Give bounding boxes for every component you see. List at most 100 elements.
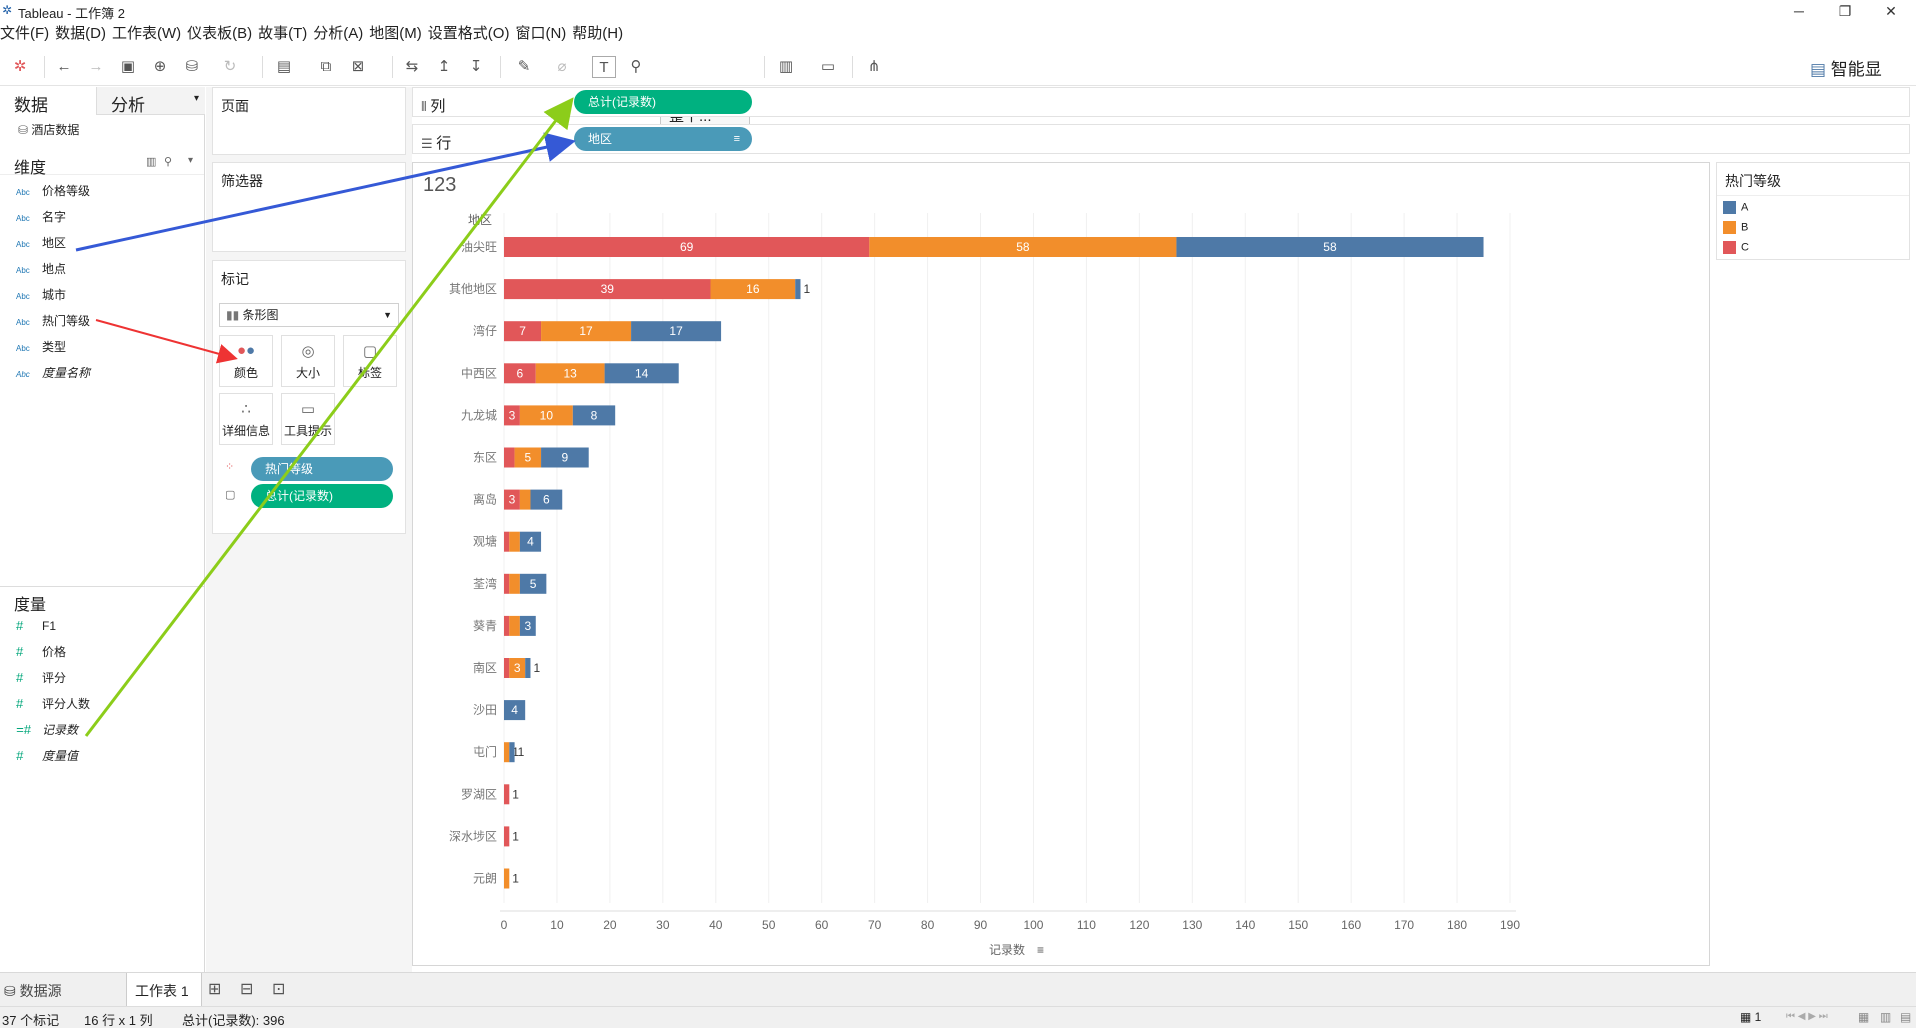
tableau-home-icon[interactable]: ✲ — [13, 58, 27, 75]
datasource-tab[interactable]: ⛁ 数据源 — [4, 983, 62, 999]
swap-icon[interactable]: ⇆ — [405, 58, 419, 75]
grid-view-icon[interactable]: ▦ — [1858, 1010, 1870, 1024]
new-datasource-icon[interactable]: ⊕ — [153, 58, 167, 75]
dimension-item[interactable]: Abc 地点 — [16, 262, 67, 276]
new-story-icon[interactable]: ⊡ — [272, 981, 286, 998]
rows-icon: ☰ — [421, 136, 437, 151]
tab-analysis[interactable]: 分析 ▾ — [96, 87, 205, 115]
menu-file[interactable]: 文件(F) — [0, 25, 50, 42]
sort-ascending-icon[interactable]: ↥ — [437, 58, 451, 75]
dimension-item[interactable]: Abc 度量名称 — [16, 366, 91, 380]
new-worksheet-icon[interactable]: ⊞ — [208, 981, 222, 998]
dimension-item[interactable]: Abc 价格等级 — [16, 184, 91, 198]
measure-item[interactable]: # F1 — [16, 618, 57, 633]
measures-list: # F1 # 价格 # 评分 # 评分人数 =# 记录数 # 度量值 — [0, 613, 204, 769]
presentation-mode-icon[interactable]: ▭ — [820, 58, 836, 75]
share-icon[interactable]: ⋔ — [867, 58, 881, 75]
menu-analysis[interactable]: 分析(A) — [313, 25, 364, 42]
refresh-icon[interactable]: ↻ — [223, 58, 237, 75]
legend-item-a[interactable]: A — [1723, 201, 1748, 214]
bar-value-label: 58 — [1323, 240, 1337, 254]
dimension-item[interactable]: Abc 类型 — [16, 340, 67, 354]
bar-segment — [631, 321, 722, 342]
category-label: 湾仔 — [473, 323, 497, 338]
view-list-icon[interactable]: ▥ — [146, 156, 157, 168]
pin-axis-icon[interactable]: ⚲ — [630, 58, 642, 75]
show-cards-icon[interactable]: ▥ — [778, 58, 794, 75]
sheet-nav-icons[interactable]: ⏮ ◀ ▶ ⏭ — [1786, 1011, 1828, 1022]
label-button[interactable]: ▢ 标签 — [343, 335, 397, 387]
measure-item[interactable]: # 价格 — [16, 644, 67, 659]
rows-label: ☰ 行 — [421, 135, 452, 152]
sort-descending-icon[interactable]: ↧ — [469, 58, 483, 75]
x-tick-label: 150 — [1288, 918, 1308, 932]
mark-pill-hot-level[interactable]: 热门等级 — [251, 457, 393, 481]
menu-help[interactable]: 帮助(H) — [572, 25, 624, 42]
size-button[interactable]: ◎ 大小 — [281, 335, 335, 387]
x-tick-label: 30 — [656, 918, 670, 932]
mark-pill-record-count[interactable]: 总计(记录数) — [251, 484, 393, 508]
dimension-item[interactable]: Abc 城市 — [16, 288, 67, 302]
clear-sheet-icon[interactable]: ⊠ — [351, 58, 365, 75]
show-me-button[interactable]: ▤ 智能显 — [1810, 60, 1882, 79]
menu-story[interactable]: 故事(T) — [258, 25, 308, 42]
measure-item[interactable]: =# 记录数 — [16, 722, 79, 737]
detail-button[interactable]: ∴ 详细信息 — [219, 393, 273, 445]
undo-icon[interactable]: ← — [56, 58, 72, 75]
color-button[interactable]: ●● 颜色 — [219, 335, 273, 387]
pages-card[interactable]: 页面 — [212, 87, 406, 155]
columns-icon: ⦀ — [421, 99, 431, 114]
bar-value-label: 1 — [512, 745, 519, 759]
menu-worksheet[interactable]: 工作表(W) — [111, 25, 182, 42]
tab-data[interactable]: 数据 — [0, 87, 96, 115]
minimize-button[interactable]: ─ — [1794, 3, 1804, 19]
size-icon: ◎ — [301, 343, 315, 360]
menu-window[interactable]: 窗口(N) — [515, 25, 567, 42]
bar-value-label: 5 — [524, 451, 531, 465]
filmstrip-icon[interactable]: ▥ — [1880, 1010, 1892, 1024]
dimension-item[interactable]: Abc 名字 — [16, 210, 67, 224]
datasource-item[interactable]: ⛁ 酒店数据 — [18, 123, 80, 137]
rows-pill[interactable]: 地区 ≡ — [574, 127, 752, 151]
group-icon[interactable]: ⌀ — [557, 58, 567, 75]
bar-value-label: 7 — [519, 324, 526, 338]
save-icon[interactable]: ▣ — [120, 58, 136, 75]
bar-value-label: 14 — [635, 366, 649, 380]
measure-item[interactable]: # 评分人数 — [16, 696, 91, 711]
close-button[interactable]: ✕ — [1885, 3, 1897, 19]
duplicate-sheet-icon[interactable]: ⧉ — [320, 58, 332, 75]
filters-card[interactable]: 筛选器 — [212, 162, 406, 252]
new-worksheet-icon[interactable]: ▤ — [276, 58, 292, 75]
x-tick-label: 80 — [921, 918, 935, 932]
bar-value-label: 1 — [512, 829, 519, 843]
legend-item-c[interactable]: C — [1723, 241, 1749, 254]
redo-icon[interactable]: → — [88, 58, 104, 75]
legend-item-b[interactable]: B — [1723, 221, 1748, 234]
search-icon[interactable]: ⚲ — [164, 156, 173, 168]
datasource-icon: ⛁ — [4, 983, 20, 999]
dimensions-title: 维度 — [14, 160, 47, 177]
menu-data[interactable]: 数据(D) — [55, 25, 106, 42]
measure-item[interactable]: # 评分 — [16, 670, 67, 685]
show-labels-icon[interactable]: T — [592, 56, 616, 78]
tabs-view-icon[interactable]: ▤ — [1900, 1010, 1912, 1024]
menu-format[interactable]: 设置格式(O) — [427, 25, 510, 42]
tooltip-button[interactable]: ▭ 工具提示 — [281, 393, 335, 445]
measure-item[interactable]: # 度量值 — [16, 748, 79, 763]
pause-updates-icon[interactable]: ⛁ — [185, 58, 199, 75]
dimension-item[interactable]: Abc 热门等级 — [16, 314, 91, 328]
chevron-down-icon[interactable]: ▾ — [188, 155, 194, 166]
dimension-item[interactable]: Abc 地区 — [16, 236, 67, 250]
dimensions-header: 维度 ▥ ⚲ ▾ — [0, 153, 204, 177]
bar-segment — [509, 742, 515, 763]
new-dashboard-icon[interactable]: ⊟ — [240, 981, 254, 998]
restore-button[interactable]: ❐ — [1838, 3, 1852, 19]
bar-segment — [504, 658, 510, 678]
mark-type-dropdown[interactable]: ▮▮ 条形图 ▼ — [219, 303, 399, 327]
menu-dashboard[interactable]: 仪表板(B) — [187, 25, 253, 42]
menu-map[interactable]: 地图(M) — [369, 25, 422, 42]
columns-pill[interactable]: 总计(记录数) — [574, 90, 752, 114]
sheet-tab-1[interactable]: 工作表 1 — [126, 973, 202, 1006]
bar-value-label: 3 — [509, 493, 516, 507]
highlight-icon[interactable]: ✎ — [517, 58, 531, 75]
